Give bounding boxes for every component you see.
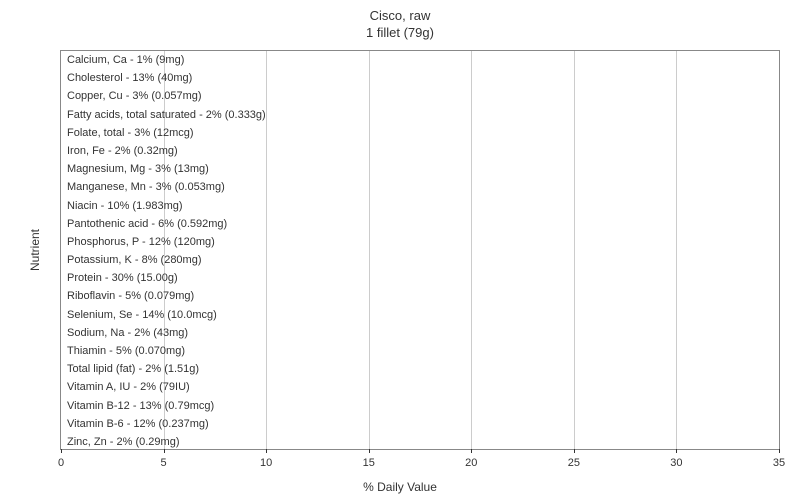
x-tick-label: 10 (260, 457, 272, 469)
x-axis-label: % Daily Value (363, 480, 437, 494)
bar-row: Cholesterol - 13% (40mg) (61, 71, 192, 85)
bar-row: Riboflavin - 5% (0.079mg) (61, 289, 194, 303)
bar-row: Pantothenic acid - 6% (0.592mg) (61, 217, 227, 231)
bar-row: Vitamin A, IU - 2% (79IU) (61, 380, 190, 394)
bar-row: Niacin - 10% (1.983mg) (61, 198, 183, 212)
bar-label: Calcium, Ca - 1% (9mg) (67, 54, 184, 66)
bar-label: Thiamin - 5% (0.070mg) (67, 345, 185, 357)
nutrient-chart: Cisco, raw 1 fillet (79g) Nutrient % Dai… (0, 0, 800, 500)
x-tick (676, 449, 677, 453)
gridline (369, 51, 370, 449)
x-tick-label: 25 (568, 457, 580, 469)
bar-label: Selenium, Se - 14% (10.0mcg) (67, 309, 217, 321)
chart-title: Cisco, raw 1 fillet (79g) (0, 0, 800, 42)
title-line-1: Cisco, raw (0, 8, 800, 25)
bar-row: Sodium, Na - 2% (43mg) (61, 326, 188, 340)
bar-label: Copper, Cu - 3% (0.057mg) (67, 90, 202, 102)
x-tick (266, 449, 267, 453)
bar-label: Cholesterol - 13% (40mg) (67, 72, 192, 84)
bar-row: Iron, Fe - 2% (0.32mg) (61, 144, 178, 158)
bar-label: Iron, Fe - 2% (0.32mg) (67, 145, 178, 157)
bar-label: Pantothenic acid - 6% (0.592mg) (67, 218, 227, 230)
bar-label: Zinc, Zn - 2% (0.29mg) (67, 436, 179, 448)
bar-row: Folate, total - 3% (12mcg) (61, 126, 194, 140)
bar-label: Niacin - 10% (1.983mg) (67, 200, 183, 212)
bar-label: Total lipid (fat) - 2% (1.51g) (67, 363, 199, 375)
bar-row: Magnesium, Mg - 3% (13mg) (61, 162, 209, 176)
bar-row: Total lipid (fat) - 2% (1.51g) (61, 362, 199, 376)
title-line-2: 1 fillet (79g) (0, 25, 800, 42)
bar-label: Sodium, Na - 2% (43mg) (67, 327, 188, 339)
bar-row: Fatty acids, total saturated - 2% (0.333… (61, 108, 266, 122)
bar-row: Phosphorus, P - 12% (120mg) (61, 235, 215, 249)
bar-label: Manganese, Mn - 3% (0.053mg) (67, 181, 225, 193)
gridline (574, 51, 575, 449)
bar-row: Vitamin B-6 - 12% (0.237mg) (61, 417, 209, 431)
bar-row: Thiamin - 5% (0.070mg) (61, 344, 185, 358)
x-tick-label: 5 (161, 457, 167, 469)
bar-row: Vitamin B-12 - 13% (0.79mcg) (61, 398, 214, 412)
x-tick-label: 20 (465, 457, 477, 469)
bar-label: Vitamin B-12 - 13% (0.79mcg) (67, 400, 214, 412)
bar-label: Riboflavin - 5% (0.079mg) (67, 290, 194, 302)
plot-area: 05101520253035Calcium, Ca - 1% (9mg)Chol… (60, 50, 780, 450)
bar-label: Protein - 30% (15.00g) (67, 272, 178, 284)
x-tick-label: 15 (363, 457, 375, 469)
gridline (266, 51, 267, 449)
bar-label: Vitamin A, IU - 2% (79IU) (67, 381, 190, 393)
bar-row: Calcium, Ca - 1% (9mg) (61, 53, 184, 67)
x-tick-label: 35 (773, 457, 785, 469)
x-tick-label: 0 (58, 457, 64, 469)
x-tick (779, 449, 780, 453)
y-axis-label: Nutrient (28, 229, 42, 271)
bar-label: Potassium, K - 8% (280mg) (67, 254, 202, 266)
x-tick (369, 449, 370, 453)
bar-row: Protein - 30% (15.00g) (61, 271, 178, 285)
x-tick (574, 449, 575, 453)
x-tick-label: 30 (670, 457, 682, 469)
bar-row: Copper, Cu - 3% (0.057mg) (61, 89, 202, 103)
gridline (676, 51, 677, 449)
bar-row: Selenium, Se - 14% (10.0mcg) (61, 308, 217, 322)
bar-label: Folate, total - 3% (12mcg) (67, 127, 194, 139)
bar-row: Zinc, Zn - 2% (0.29mg) (61, 435, 179, 449)
bar-label: Vitamin B-6 - 12% (0.237mg) (67, 418, 209, 430)
x-tick (164, 449, 165, 453)
bar-label: Fatty acids, total saturated - 2% (0.333… (67, 109, 266, 121)
bar-row: Manganese, Mn - 3% (0.053mg) (61, 180, 225, 194)
gridline (471, 51, 472, 449)
bar-label: Phosphorus, P - 12% (120mg) (67, 236, 215, 248)
x-tick (61, 449, 62, 453)
x-tick (471, 449, 472, 453)
bar-label: Magnesium, Mg - 3% (13mg) (67, 163, 209, 175)
bar-row: Potassium, K - 8% (280mg) (61, 253, 202, 267)
